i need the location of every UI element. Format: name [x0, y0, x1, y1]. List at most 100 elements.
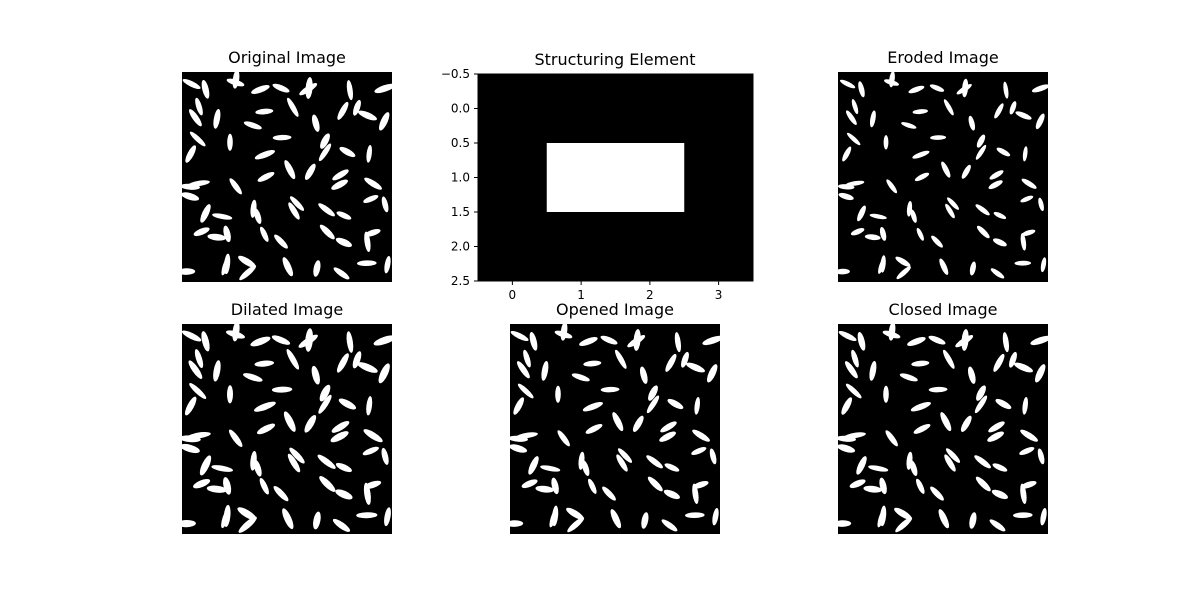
rice-grain — [992, 463, 1008, 472]
rice-grain — [681, 351, 689, 368]
rice-grain — [337, 101, 349, 120]
rice-grains — [182, 324, 392, 533]
rice-grain — [863, 485, 882, 493]
rice-grain — [517, 383, 534, 399]
rice-grain — [846, 110, 857, 125]
rice-grain — [271, 335, 291, 345]
rice-grains — [182, 72, 392, 281]
rice-grain — [960, 415, 972, 432]
rice-grain — [838, 192, 854, 201]
rice-grains — [838, 324, 1048, 533]
rice-grain — [373, 335, 392, 346]
rice-grain — [289, 196, 305, 211]
rice-grain — [995, 398, 1012, 410]
subplot-title: Eroded Image — [887, 48, 999, 67]
heatmap-white-cell — [546, 143, 685, 212]
rice-grain — [839, 79, 856, 89]
rice-grain — [311, 114, 320, 132]
rice-grain — [939, 258, 949, 275]
rice-grain — [287, 453, 301, 473]
rice-grain — [849, 479, 866, 489]
rice-grain — [510, 330, 529, 342]
rice-grain — [615, 349, 627, 369]
rice-grain — [864, 234, 881, 241]
rice-grain — [206, 485, 227, 493]
rice-grain — [319, 476, 336, 492]
rice-grain — [357, 260, 377, 267]
rice-grain — [976, 385, 986, 401]
subplot-title: Closed Image — [888, 300, 998, 319]
rice-grain — [838, 520, 852, 527]
rice-grain — [646, 455, 663, 469]
rice-grain — [195, 97, 203, 116]
rice-grain — [238, 255, 256, 268]
rice-grain — [250, 336, 271, 347]
rice-grain — [238, 516, 257, 533]
rice-grain — [313, 260, 321, 277]
panel-eroded: Eroded Image — [838, 48, 1048, 282]
rice-grain — [712, 508, 719, 526]
rice-grain — [894, 507, 912, 520]
rice-grain — [256, 423, 276, 435]
rice-grain — [1030, 335, 1048, 346]
panel-structuring-element: Structuring Element 0 1 2 3 −0.5 0.0 0.5 1.0 1.5… — [420, 48, 780, 308]
rice-grain — [1020, 195, 1034, 203]
rice-grain — [600, 335, 618, 345]
rice-grain — [869, 213, 887, 220]
rice-grain — [194, 349, 204, 369]
rice-grain — [363, 482, 371, 505]
rice-grain — [223, 225, 231, 243]
rice-grain — [588, 478, 597, 494]
rice-grain — [364, 228, 381, 237]
rice-grain — [987, 431, 1004, 442]
rice-grain — [271, 386, 293, 393]
rice-grain — [346, 80, 354, 101]
rice-grain — [356, 512, 378, 519]
rice-grain — [551, 505, 559, 527]
rice-grain — [993, 238, 1007, 247]
rice-grain — [510, 444, 528, 453]
rice-grain — [274, 234, 288, 249]
rice-grain — [914, 172, 930, 182]
structuring-element-chart: Structuring Element 0 1 2 3 −0.5 0.0 0.5 1.0 1.5… — [441, 50, 754, 302]
rice-grain — [353, 99, 361, 116]
y-tick-label: 0.0 — [451, 102, 470, 116]
rice-grain — [182, 78, 201, 90]
rice-grain — [988, 180, 1003, 190]
rice-grain — [318, 394, 332, 414]
rice-grain — [187, 432, 211, 439]
rice-grain — [243, 121, 262, 130]
rice-grain — [850, 228, 865, 236]
rice-grain — [841, 397, 853, 415]
rice-grain — [288, 202, 300, 220]
rice-grain — [366, 396, 373, 416]
rice-grain — [1003, 81, 1009, 99]
rice-grain — [882, 330, 901, 339]
rice-grain — [1022, 396, 1028, 415]
rice-grain — [647, 476, 663, 492]
rice-grain — [996, 147, 1011, 157]
rice-grain — [320, 133, 330, 149]
rice-grain — [379, 112, 390, 131]
rice-grain — [974, 455, 991, 469]
rice-grain — [880, 255, 886, 273]
rice-grain — [912, 109, 928, 115]
rice-grain — [1037, 448, 1045, 465]
rice-grain — [283, 411, 296, 432]
rice-grain — [945, 203, 955, 219]
rice-grain — [869, 361, 877, 381]
rice-grain — [529, 331, 538, 351]
rice-grain — [311, 365, 320, 385]
rice-grain — [844, 432, 866, 439]
rice-grain — [317, 454, 336, 469]
rice-grain — [961, 164, 971, 179]
x-tick-label: 3 — [715, 288, 723, 302]
rice-grain — [945, 448, 961, 463]
rice-grain — [930, 486, 944, 501]
rice-grain — [661, 519, 678, 532]
rice-grain — [582, 402, 603, 412]
rice-grain — [610, 509, 622, 529]
rice-grain — [363, 429, 383, 443]
rice-grain — [707, 364, 718, 383]
rice-grain — [907, 337, 926, 346]
